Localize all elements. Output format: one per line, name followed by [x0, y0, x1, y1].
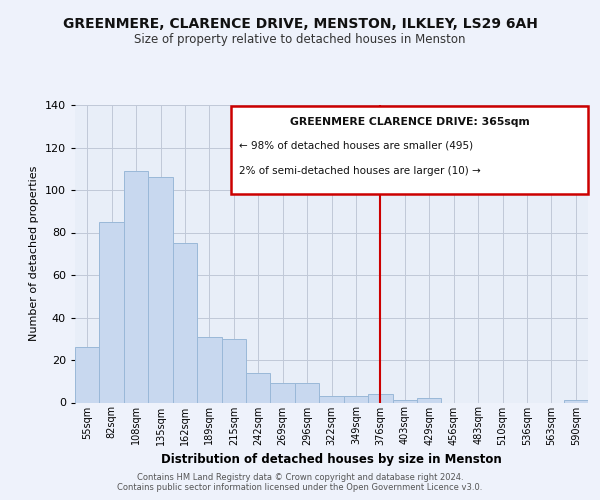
Bar [563, 400, 588, 402]
Bar [75, 347, 100, 403]
Bar [368, 394, 392, 402]
Bar [221, 339, 246, 402]
Text: GREENMERE, CLARENCE DRIVE, MENSTON, ILKLEY, LS29 6AH: GREENMERE, CLARENCE DRIVE, MENSTON, ILKL… [62, 18, 538, 32]
Text: Contains public sector information licensed under the Open Government Licence v3: Contains public sector information licen… [118, 484, 482, 492]
Bar [173, 243, 197, 402]
X-axis label: Distribution of detached houses by size in Menston: Distribution of detached houses by size … [161, 453, 502, 466]
Bar [319, 396, 344, 402]
Text: GREENMERE CLARENCE DRIVE: 365sqm: GREENMERE CLARENCE DRIVE: 365sqm [290, 117, 530, 127]
Text: Size of property relative to detached houses in Menston: Size of property relative to detached ho… [134, 32, 466, 46]
Bar [100, 222, 124, 402]
Bar [148, 178, 173, 402]
Text: ← 98% of detached houses are smaller (495): ← 98% of detached houses are smaller (49… [239, 140, 473, 150]
Bar [392, 400, 417, 402]
Y-axis label: Number of detached properties: Number of detached properties [29, 166, 39, 342]
Bar [295, 384, 319, 402]
Bar [344, 396, 368, 402]
Bar [197, 336, 221, 402]
Bar [271, 384, 295, 402]
Text: 2% of semi-detached houses are larger (10) →: 2% of semi-detached houses are larger (1… [239, 166, 481, 176]
Bar [124, 171, 148, 402]
Text: Contains HM Land Registry data © Crown copyright and database right 2024.: Contains HM Land Registry data © Crown c… [137, 472, 463, 482]
Bar [417, 398, 442, 402]
Bar [246, 373, 271, 402]
FancyBboxPatch shape [232, 106, 588, 194]
